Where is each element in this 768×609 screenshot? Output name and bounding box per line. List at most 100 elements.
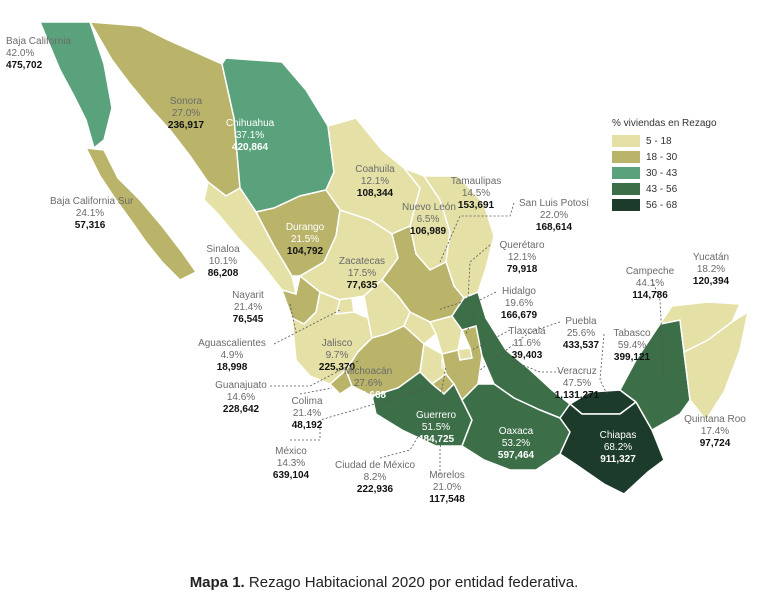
- state-name: Nuevo León: [402, 202, 456, 213]
- state-percent: 6.5%: [416, 214, 440, 225]
- label-colima: Colima 21.4% 48,192: [284, 396, 330, 432]
- legend-label: 56 - 68: [646, 199, 678, 211]
- state-value: 420,864: [231, 142, 269, 153]
- state-value: 114,786: [632, 290, 668, 301]
- legend-item: 18 - 30: [612, 149, 752, 165]
- state-value: 911,327: [600, 454, 636, 465]
- leader-mexico: [290, 387, 431, 441]
- legend-label: 5 - 18: [646, 135, 672, 147]
- state-percent: 8.2%: [363, 472, 387, 483]
- state-value: 86,208: [207, 268, 239, 279]
- state-value: 597,464: [497, 450, 535, 461]
- mexico-choropleth-map: [38, 21, 750, 495]
- state-percent: 4.9%: [220, 350, 244, 361]
- label-michoacan: Michoacán 27.6% 353,668: [338, 366, 398, 402]
- state-percent: 14.5%: [461, 188, 491, 199]
- state-percent: 42.0%: [6, 48, 35, 59]
- label-jalisco: Jalisco 9.7% 225,370: [312, 338, 362, 374]
- label-campeche: Campeche 44.1% 114,786: [618, 266, 682, 302]
- state-name: Durango: [285, 222, 325, 233]
- state-name: Coahuila: [355, 164, 395, 175]
- state-value: 168,614: [535, 222, 573, 233]
- state-name: Chihuahua: [225, 118, 275, 129]
- state-name: Quintana Roo: [684, 414, 746, 425]
- leader-nayarit: [289, 303, 297, 333]
- state-percent: 51.5%: [421, 422, 451, 433]
- state-value: 117,548: [429, 494, 465, 505]
- leader-ciudad-de-mexico: [379, 365, 447, 459]
- label-san-luis-potosi: San Luis Potosí 22.0% 168,614: [512, 198, 596, 234]
- label-queretaro: Querétaro 12.1% 79,918: [494, 240, 550, 276]
- state-name: Baja California: [6, 36, 72, 47]
- state-name: Ciudad de México: [334, 460, 416, 471]
- state-value: 39,403: [511, 350, 543, 361]
- leader-tlaxcala: [471, 329, 511, 351]
- leader-colima: [299, 387, 333, 395]
- legend-swatch: [612, 151, 640, 163]
- label-puebla: Puebla 25.6% 433,537: [556, 316, 606, 352]
- state-percent: 21.0%: [432, 482, 462, 493]
- legend-swatch: [612, 167, 640, 179]
- state-percent: 27.6%: [353, 378, 383, 389]
- legend-label: 18 - 30: [646, 151, 678, 163]
- label-guanajuato: Guanajuato 14.6% 228,642: [208, 380, 274, 416]
- state-name: Colima: [291, 396, 323, 407]
- state-name: Sinaloa: [206, 244, 240, 255]
- state-name: Michoacán: [343, 366, 393, 377]
- label-chiapas: Chiapas 68.2% 911,327: [590, 430, 646, 466]
- state-name: Chiapas: [599, 430, 637, 441]
- label-baja-california-sur: Baja California Sur 24.1% 57,316: [50, 196, 134, 232]
- state-name: San Luis Potosí: [518, 198, 590, 209]
- state-name: Oaxaca: [498, 426, 534, 437]
- region-quintana-roo: [683, 310, 750, 422]
- legend-item: 5 - 18: [612, 133, 752, 149]
- leader-hidalgo: [465, 291, 497, 335]
- state-name: Yucatán: [692, 252, 730, 263]
- region-queretaro: [403, 310, 437, 345]
- label-baja-california: Baja California 42.0% 475,702: [6, 36, 71, 72]
- caption-text: Rezago Habitacional 2020 por entidad fed…: [248, 574, 579, 591]
- label-guerrero: Guerrero 51.5% 484,725: [406, 410, 466, 446]
- state-percent: 37.1%: [235, 130, 265, 141]
- state-name: Baja California Sur: [50, 196, 134, 207]
- legend-swatch: [612, 199, 640, 211]
- state-percent: 10.1%: [208, 256, 238, 267]
- leader-queretaro: [437, 244, 491, 311]
- state-value: 166,679: [500, 310, 538, 321]
- state-percent: 53.2%: [501, 438, 531, 449]
- label-ciudad-de-mexico: Ciudad de México 8.2% 222,936: [328, 460, 422, 496]
- leader-lines: [270, 202, 665, 475]
- label-zacatecas: Zacatecas 17.5% 77,635: [332, 256, 392, 292]
- label-tabasco: Tabasco 59.4% 399,121: [608, 328, 656, 364]
- state-value: 236,917: [167, 120, 205, 131]
- legend-item: 43 - 56: [612, 181, 752, 197]
- legend-swatch: [612, 135, 640, 147]
- state-percent: 21.4%: [233, 302, 263, 313]
- legend-label: 43 - 56: [646, 183, 678, 195]
- state-value: 433,537: [562, 340, 600, 351]
- legend-swatch: [612, 183, 640, 195]
- state-name: Guanajuato: [215, 380, 267, 391]
- state-name: Puebla: [565, 316, 597, 327]
- legend-item: 56 - 68: [612, 197, 752, 213]
- state-value: 57,316: [74, 220, 106, 231]
- state-percent: 9.7%: [325, 350, 349, 361]
- state-value: 106,989: [409, 226, 447, 237]
- state-value: 76,545: [232, 314, 264, 325]
- label-veracruz: Veracruz 47.5% 1,131,271: [548, 366, 606, 402]
- region-baja-california-sur: [84, 147, 198, 281]
- state-value: 484,725: [417, 434, 455, 445]
- state-value: 79,918: [506, 264, 538, 275]
- state-value: 639,104: [272, 470, 310, 481]
- leader-guanajuato: [270, 359, 361, 387]
- legend-label: 30 - 43: [646, 167, 678, 179]
- state-percent: 12.1%: [507, 252, 537, 263]
- label-mexico: México 14.3% 639,104: [266, 446, 316, 482]
- state-percent: 17.5%: [347, 268, 377, 279]
- state-percent: 68.2%: [603, 442, 633, 453]
- map-caption: Mapa 1. Rezago Habitacional 2020 por ent…: [0, 574, 768, 591]
- label-hidalgo: Hidalgo 19.6% 166,679: [494, 286, 544, 322]
- state-value: 1,131,271: [554, 390, 600, 401]
- leader-san-luis-potosi: [439, 202, 515, 263]
- state-value: 225,370: [318, 362, 356, 373]
